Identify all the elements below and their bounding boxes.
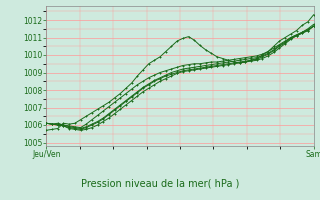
Text: Pression niveau de la mer( hPa ): Pression niveau de la mer( hPa ) xyxy=(81,178,239,188)
